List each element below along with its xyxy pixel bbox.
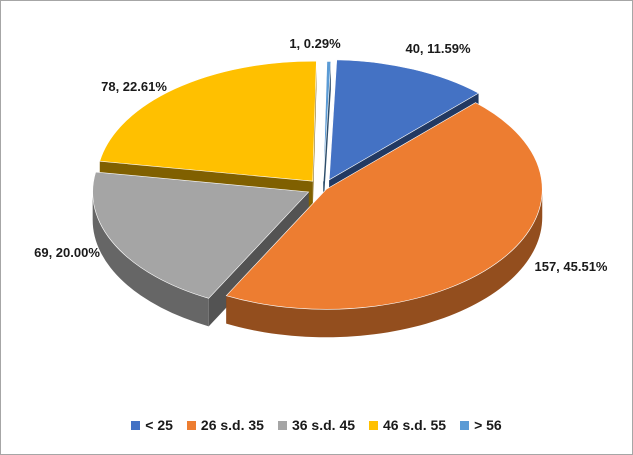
pie-slice [99, 60, 317, 182]
legend-item: 46 s.d. 55 [369, 417, 446, 433]
legend-label: < 25 [145, 417, 173, 433]
legend-label: > 56 [474, 417, 502, 433]
legend-item: > 56 [460, 417, 502, 433]
data-label: 157, 45.51% [534, 259, 607, 274]
legend-label: 26 s.d. 35 [200, 417, 264, 433]
legend-label: 36 s.d. 45 [291, 417, 356, 433]
legend-item: 36 s.d. 45 [277, 417, 356, 433]
pie-slice [225, 102, 543, 310]
legend-item: < 25 [131, 417, 173, 433]
pie-slice-side [92, 191, 209, 327]
data-label: 1, 0.29% [289, 36, 341, 51]
pie-slice [323, 61, 332, 182]
pie-slice-side [226, 189, 543, 338]
legend-swatch [369, 420, 379, 430]
legend-swatch [131, 420, 141, 430]
data-label: 69, 20.00% [34, 245, 100, 260]
legend-label: 46 s.d. 55 [383, 417, 447, 433]
pie-slice [92, 171, 310, 299]
data-label: 78, 22.61% [101, 79, 167, 94]
legend: < 25 26 s.d. 35 36 s.d. 45 46 s.d. 55 > … [1, 417, 632, 433]
pie-slice [328, 59, 480, 181]
legend-swatch [460, 420, 470, 430]
legend-item: 26 s.d. 35 [186, 417, 264, 433]
legend-swatch [277, 420, 287, 430]
data-label: 40, 11.59% [405, 41, 470, 56]
pie-slice-cut-face [323, 61, 331, 210]
legend-swatch [186, 420, 196, 430]
